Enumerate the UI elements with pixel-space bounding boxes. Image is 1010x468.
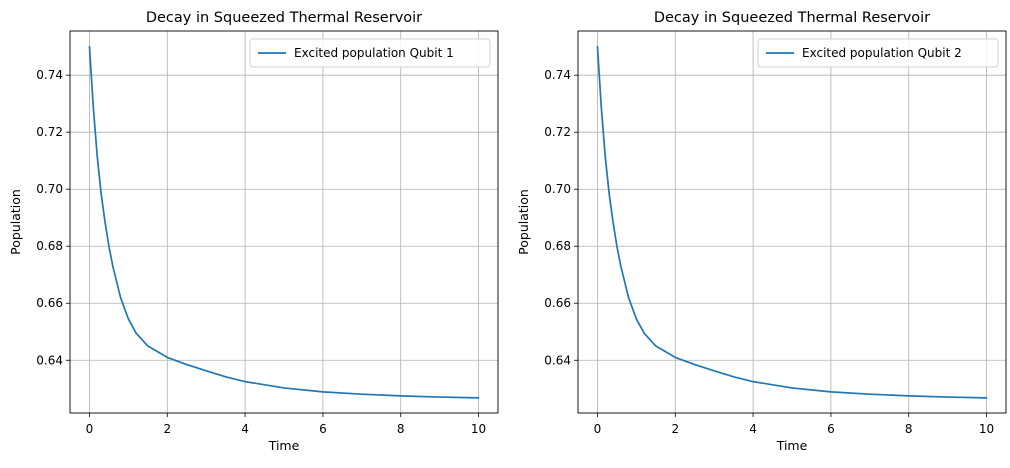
y-tick-label: 0.68 (36, 239, 63, 253)
y-axis-label: Population (516, 189, 531, 255)
plot-frame (577, 30, 1007, 414)
x-tick-label: 4 (749, 422, 757, 436)
x-tick-label: 0 (86, 422, 94, 436)
x-tick-label: 0 (594, 422, 602, 436)
x-tick-label: 4 (241, 422, 249, 436)
x-tick-label: 8 (905, 422, 913, 436)
x-axis-label: Time (776, 438, 808, 453)
chart-title: Decay in Squeezed Thermal Reservoir (654, 10, 930, 26)
y-tick-label: 0.70 (544, 182, 571, 196)
chart-title: Decay in Squeezed Thermal Reservoir (146, 10, 422, 26)
y-tick-label: 0.74 (36, 68, 63, 82)
y-tick-label: 0.74 (544, 68, 571, 82)
x-tick-label: 8 (397, 422, 405, 436)
chart-qubit-1: 0 2 4 6 8 10 0.64 0.66 0.68 0.70 0.72 0.74 Decay in … (8, 10, 499, 453)
y-tick-label: 0.68 (544, 239, 571, 253)
x-tick-label: 10 (471, 422, 486, 436)
legend-box (757, 38, 999, 68)
y-tick-label: 0.64 (36, 353, 63, 367)
y-tick-label: 0.66 (36, 296, 63, 310)
chart-qubit-2: 0 2 4 6 8 10 0.64 0.66 0.68 0.70 0.72 0.74 Decay in … (516, 10, 1007, 453)
legend-label: Excited population Qubit 2 (802, 46, 962, 60)
y-tick-label: 0.66 (544, 296, 571, 310)
x-axis-label: Time (268, 438, 300, 453)
legend-label: Excited population Qubit 1 (294, 46, 454, 60)
legend-box (249, 38, 491, 68)
x-tick-label: 6 (827, 422, 835, 436)
y-tick-label: 0.64 (544, 353, 571, 367)
x-tick-label: 10 (979, 422, 994, 436)
y-axis-label: Population (8, 189, 23, 255)
legend: Excited population Qubit 2 (757, 38, 999, 68)
legend: Excited population Qubit 1 (249, 38, 491, 68)
y-tick-label: 0.72 (544, 125, 571, 139)
plot-frame (69, 30, 499, 414)
x-tick-label: 6 (319, 422, 327, 436)
series-line-1 (596, 45, 988, 399)
y-tick-label: 0.72 (36, 125, 63, 139)
x-tick-label: 2 (163, 422, 171, 436)
x-tick-label: 2 (671, 422, 679, 436)
y-tick-label: 0.70 (36, 182, 63, 196)
series-line-1 (88, 45, 480, 399)
